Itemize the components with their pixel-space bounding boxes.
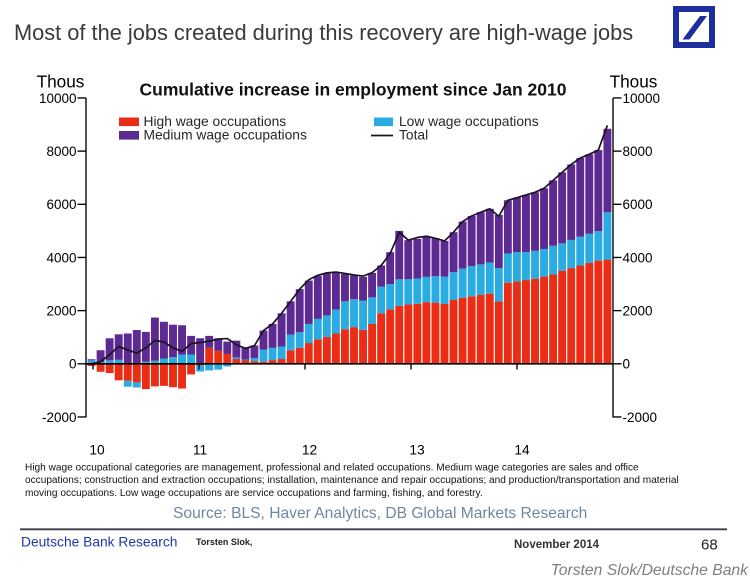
svg-text:0: 0 (623, 357, 631, 372)
svg-text:2000: 2000 (46, 303, 76, 318)
svg-text:8000: 8000 (623, 144, 653, 159)
svg-text:68: 68 (701, 537, 718, 554)
svg-text:Cumulative increase in employm: Cumulative increase in employment since … (140, 80, 567, 100)
svg-text:Torsten Slok/Deutsche Bank: Torsten Slok/Deutsche Bank (551, 562, 750, 579)
svg-text:4000: 4000 (623, 250, 653, 265)
svg-text:8000: 8000 (46, 144, 76, 159)
svg-text:November 2014: November 2014 (514, 539, 600, 551)
svg-text:Most of the jobs created durin: Most of the jobs created during this rec… (14, 20, 633, 45)
svg-text:6000: 6000 (46, 197, 76, 212)
svg-text:-2000: -2000 (623, 410, 658, 425)
svg-text:6000: 6000 (623, 197, 653, 212)
svg-text:11: 11 (193, 443, 207, 458)
svg-text:Thous: Thous (610, 72, 658, 92)
svg-text:occupations; construction and: occupations; construction and extraction… (25, 475, 679, 486)
svg-text:Torsten Slok,: Torsten Slok, (196, 537, 252, 547)
svg-text:High wage occupational categor: High wage occupational categories are ma… (25, 463, 639, 474)
svg-text:0: 0 (69, 357, 77, 372)
svg-text:13: 13 (409, 443, 425, 458)
svg-text:Low wage occupations: Low wage occupations (399, 114, 539, 129)
svg-text:2000: 2000 (623, 303, 653, 318)
svg-text:10: 10 (89, 443, 105, 458)
svg-text:14: 14 (514, 443, 530, 458)
svg-text:Medium wage occupations: Medium wage occupations (144, 127, 307, 142)
svg-text:Total: Total (399, 127, 428, 142)
svg-text:Thous: Thous (37, 72, 85, 92)
svg-text:10000: 10000 (39, 91, 77, 106)
svg-text:moving occupations. Low wage o: moving occupations. Low wage occupations… (25, 488, 483, 499)
svg-text:High wage occupations: High wage occupations (144, 114, 287, 129)
svg-text:12: 12 (302, 443, 317, 458)
svg-text:4000: 4000 (46, 250, 76, 265)
svg-text:-2000: -2000 (42, 410, 77, 425)
svg-text:Deutsche Bank Research: Deutsche Bank Research (21, 535, 177, 550)
svg-text:10000: 10000 (623, 91, 661, 106)
svg-text:Source: BLS, Haver Analytics,: Source: BLS, Haver Analytics, DB Global … (173, 505, 587, 522)
